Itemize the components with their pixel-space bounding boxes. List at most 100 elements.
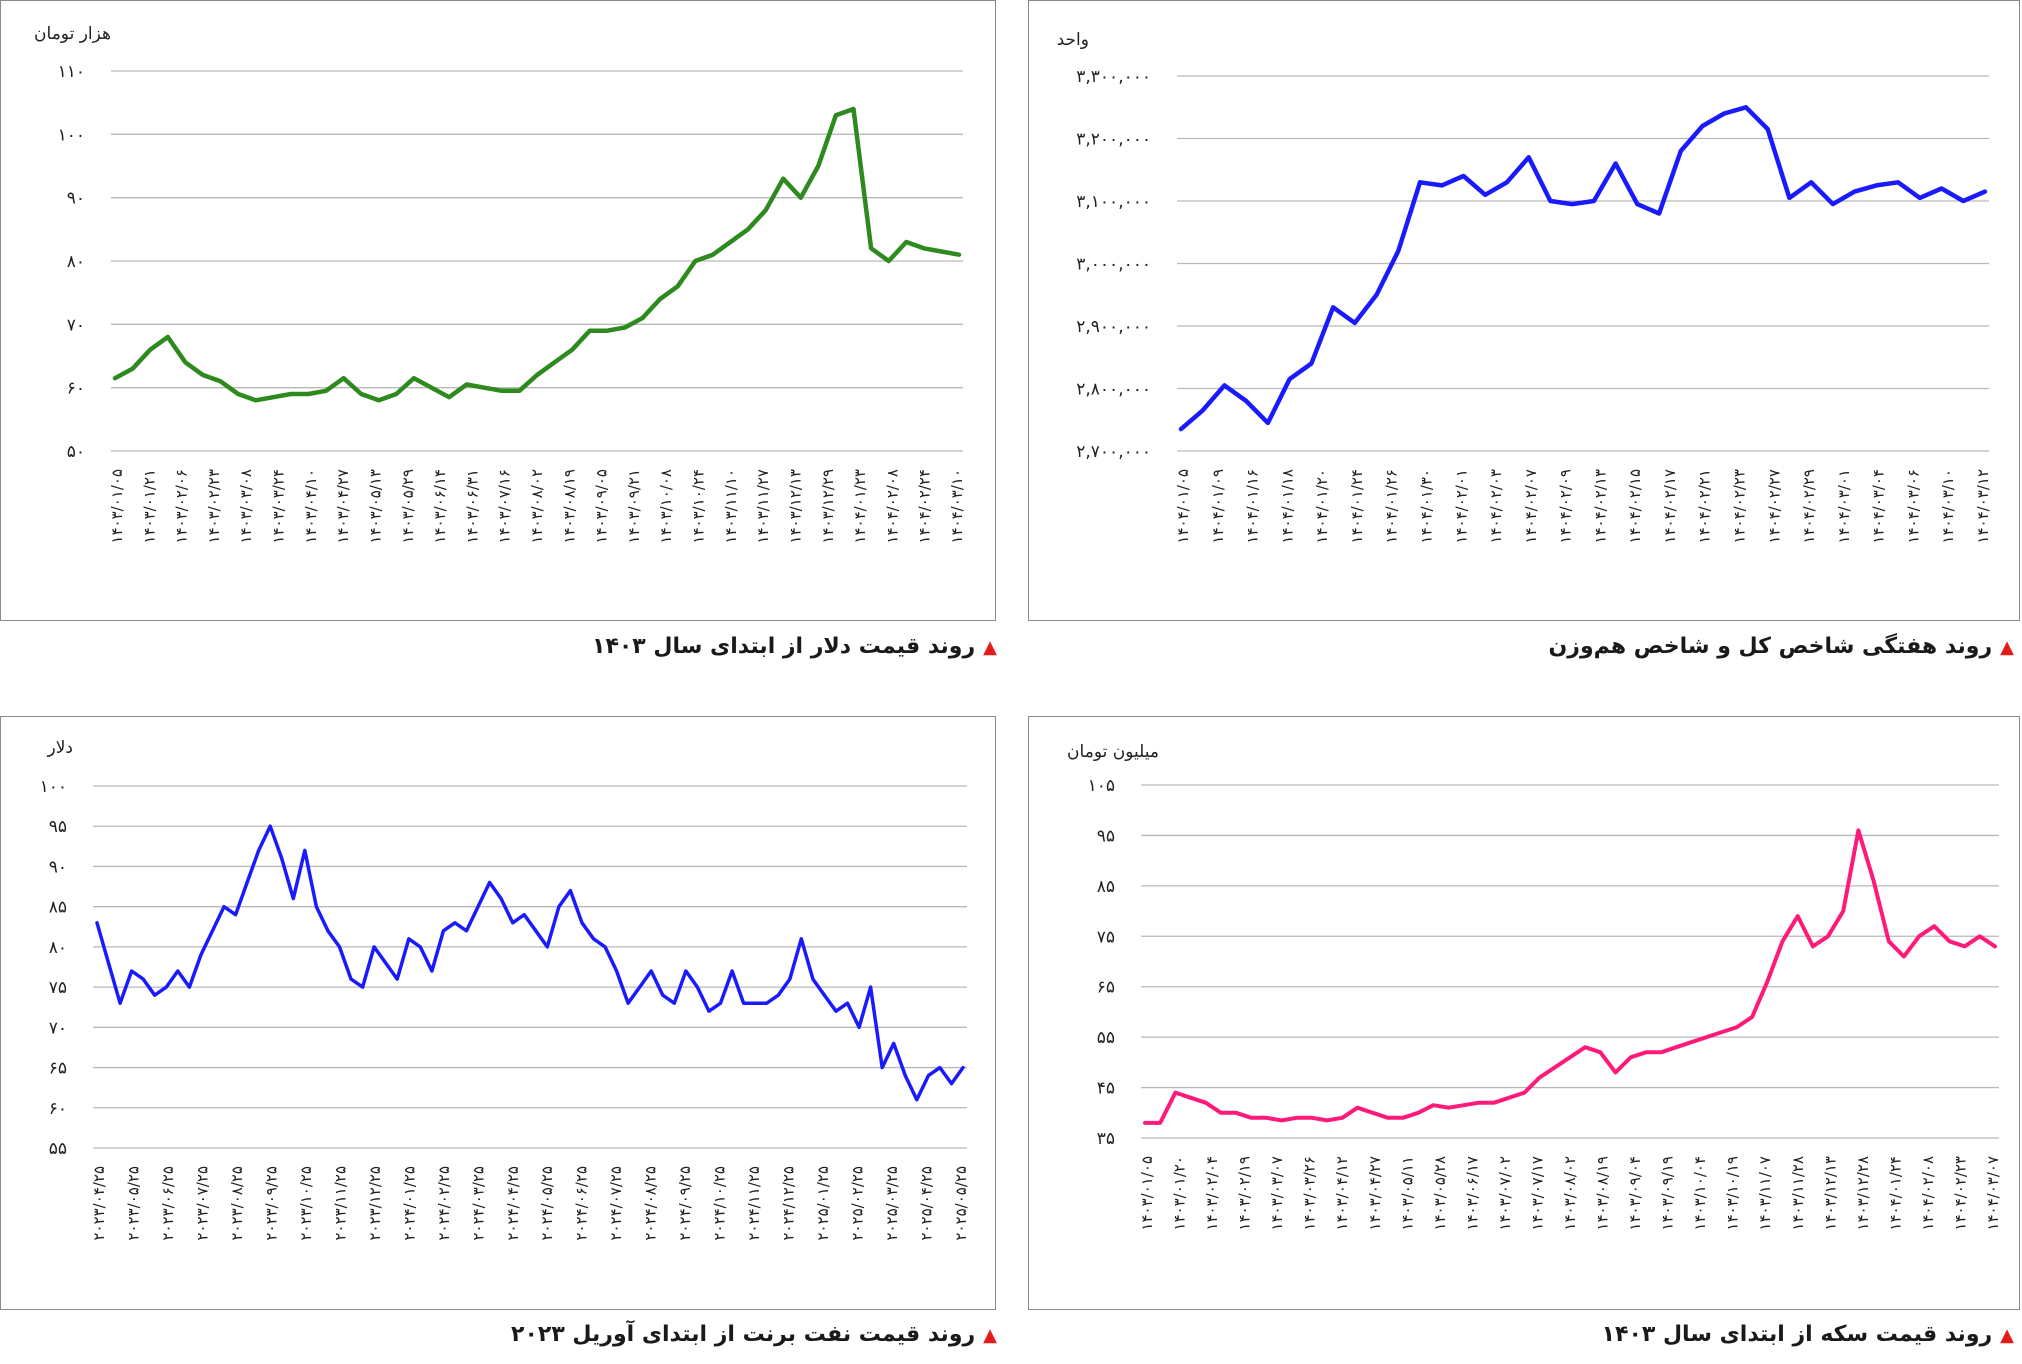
x-tick-label: ۲۰۲۵/۰۳/۲۵ bbox=[883, 1166, 901, 1241]
y-tick-label: ۵۰ bbox=[67, 442, 85, 462]
x-tick-label: ۲۰۲۴/۱۰/۲۵ bbox=[711, 1166, 729, 1241]
x-tick-label: ۱۴۰۴/۰۱/۲۳ bbox=[851, 469, 869, 544]
x-tick-label: ۱۴۰۴/۰۲/۱۳ bbox=[1591, 469, 1609, 544]
x-tick-label: ۱۴۰۴/۰۱/۰۹ bbox=[1209, 469, 1227, 544]
x-tick-label: ۲۰۲۴/۰۵/۲۵ bbox=[538, 1166, 556, 1241]
y-tick-label: ۲,۹۰۰,۰۰۰ bbox=[1076, 317, 1151, 337]
x-tick-label: ۲۰۲۴/۱۱/۲۵ bbox=[745, 1166, 763, 1241]
x-tick-label: ۱۴۰۳/۰۱/۰۵ bbox=[108, 469, 126, 544]
y-tick-label: ۹۵ bbox=[1097, 826, 1115, 846]
x-tick-label: ۱۴۰۴/۰۱/۲۴ bbox=[1886, 1156, 1904, 1231]
x-tick-label: ۱۴۰۴/۰۲/۰۳ bbox=[1487, 469, 1505, 544]
y-axis-unit-label: دلار bbox=[47, 738, 73, 758]
x-tick-label: ۱۴۰۳/۱۲/۱۳ bbox=[786, 469, 804, 544]
x-tick-label: ۲۰۲۳/۰۹/۲۵ bbox=[262, 1166, 280, 1241]
x-tick-label: ۱۴۰۴/۰۳/۰۱ bbox=[1835, 469, 1853, 544]
index-caption: ▲ روند هفتگی شاخص کل و شاخص هم‌وزن bbox=[1549, 634, 2015, 659]
x-tick-label: ۱۴۰۴/۰۲/۰۷ bbox=[1522, 469, 1540, 544]
x-tick-label: ۱۴۰۴/۰۲/۲۴ bbox=[916, 469, 934, 544]
x-tick-label: ۱۴۰۳/۰۴/۱۲ bbox=[1333, 1156, 1351, 1231]
x-tick-label: ۲۰۲۴/۰۱/۲۵ bbox=[400, 1166, 418, 1241]
x-tick-label: ۱۴۰۴/۰۳/۱۰ bbox=[1939, 469, 1957, 544]
x-tick-label: ۱۴۰۳/۰۹/۰۵ bbox=[593, 469, 611, 544]
y-tick-label: ۹۰ bbox=[49, 857, 67, 877]
x-tick-label: ۱۴۰۴/۰۲/۲۱ bbox=[1696, 469, 1714, 544]
x-tick-label: ۲۰۲۳/۰۸/۲۵ bbox=[228, 1166, 246, 1241]
x-tick-label: ۱۴۰۴/۰۲/۲۳ bbox=[1951, 1156, 1969, 1231]
y-tick-label: ۶۰ bbox=[67, 379, 85, 399]
dollar-caption: ▲ روند قیمت دلار از ابتدای سال ۱۴۰۳ bbox=[592, 634, 997, 659]
dollar-caption-text: روند قیمت دلار از ابتدای سال ۱۴۰۳ bbox=[592, 634, 976, 659]
x-tick-label: ۲۰۲۴/۰۳/۲۵ bbox=[469, 1166, 487, 1241]
x-tick-label: ۱۴۰۳/۰۶/۳۱ bbox=[463, 469, 481, 544]
x-tick-label: ۲۰۲۳/۰۶/۲۵ bbox=[159, 1166, 177, 1241]
x-tick-label: ۲۰۲۳/۰۴/۲۵ bbox=[90, 1166, 108, 1241]
y-tick-label: ۱۰۰ bbox=[40, 777, 67, 797]
x-tick-label: ۱۴۰۴/۰۳/۱۰ bbox=[948, 469, 966, 544]
x-tick-label: ۱۴۰۳/۰۴/۲۷ bbox=[1366, 1156, 1384, 1231]
y-tick-label: ۴۵ bbox=[1097, 1079, 1115, 1099]
x-tick-label: ۱۴۰۳/۰۲/۲۳ bbox=[205, 469, 223, 544]
y-tick-label: ۶۵ bbox=[49, 1059, 67, 1079]
series-line bbox=[112, 106, 962, 403]
x-tick-label: ۱۴۰۳/۱۱/۲۸ bbox=[1789, 1156, 1807, 1231]
triangle-bullet-icon: ▲ bbox=[2000, 637, 2014, 658]
x-tick-label: ۱۴۰۴/۰۳/۰۴ bbox=[1870, 469, 1888, 544]
x-tick-label: ۱۴۰۳/۰۳/۲۴ bbox=[270, 469, 288, 544]
x-tick-label: ۱۴۰۳/۱۱/۱۰ bbox=[722, 469, 740, 544]
y-tick-label: ۳,۱۰۰,۰۰۰ bbox=[1076, 192, 1151, 212]
y-tick-label: ۱۱۰ bbox=[58, 62, 85, 82]
x-tick-label: ۱۴۰۳/۰۲/۱۹ bbox=[1236, 1156, 1254, 1231]
y-tick-label: ۳,۲۰۰,۰۰۰ bbox=[1076, 130, 1151, 150]
y-tick-label: ۹۰ bbox=[67, 189, 85, 209]
x-tick-label: ۲۰۲۵/۰۱/۲۵ bbox=[814, 1166, 832, 1241]
x-tick-label: ۱۴۰۳/۰۶/۱۷ bbox=[1463, 1156, 1481, 1231]
y-tick-label: ۶۰ bbox=[49, 1099, 67, 1119]
index-caption-text: روند هفتگی شاخص کل و شاخص هم‌وزن bbox=[1548, 634, 1993, 659]
x-tick-label: ۱۴۰۳/۰۷/۱۶ bbox=[496, 469, 514, 544]
x-tick-label: ۱۴۰۴/۰۱/۲۶ bbox=[1383, 469, 1401, 544]
x-tick-label: ۲۰۲۵/۰۵/۲۵ bbox=[952, 1166, 970, 1241]
x-tick-label: ۱۴۰۳/۱۲/۲۹ bbox=[819, 469, 837, 544]
y-axis-unit-label: میلیون تومان bbox=[1067, 742, 1159, 762]
y-tick-label: ۲,۸۰۰,۰۰۰ bbox=[1076, 380, 1151, 400]
triangle-bullet-icon: ▲ bbox=[2000, 1325, 2014, 1346]
x-tick-label: ۱۴۰۴/۰۲/۲۷ bbox=[1765, 469, 1783, 544]
x-tick-label: ۱۴۰۴/۰۲/۲۳ bbox=[1731, 469, 1749, 544]
x-tick-label: ۲۰۲۴/۱۲/۲۵ bbox=[780, 1166, 798, 1241]
x-tick-label: ۲۰۲۴/۰۶/۲۵ bbox=[573, 1166, 591, 1241]
x-tick-label: ۲۰۲۵/۰۴/۲۵ bbox=[918, 1166, 936, 1241]
coin-caption: ▲ روند قیمت سکه از ابتدای سال ۱۴۰۳ bbox=[1602, 1322, 2014, 1347]
x-tick-label: ۲۰۲۳/۱۰/۲۵ bbox=[297, 1166, 315, 1241]
y-tick-label: ۶۵ bbox=[1097, 978, 1115, 998]
y-tick-label: ۹۵ bbox=[49, 817, 67, 837]
x-tick-label: ۱۴۰۳/۱۰/۰۸ bbox=[657, 469, 675, 544]
x-tick-label: ۱۴۰۴/۰۲/۱۵ bbox=[1626, 469, 1644, 544]
x-tick-label: ۱۴۰۳/۱۰/۲۴ bbox=[690, 469, 708, 544]
x-tick-label: ۱۴۰۴/۰۱/۰۵ bbox=[1174, 469, 1192, 544]
x-tick-label: ۱۴۰۳/۰۵/۲۸ bbox=[1431, 1156, 1449, 1231]
x-tick-label: ۱۴۰۳/۰۸/۰۲ bbox=[1561, 1156, 1579, 1231]
x-tick-label: ۱۴۰۴/۰۳/۰۷ bbox=[1984, 1156, 2002, 1231]
x-tick-label: ۱۴۰۴/۰۱/۱۶ bbox=[1244, 469, 1262, 544]
x-tick-label: ۲۰۲۳/۰۵/۲۵ bbox=[124, 1166, 142, 1241]
brent-chart-panel: دلار ۵۵ ۶۰ ۶۵ ۷۰ ۷۵ ۸۰ ۸۵ ۹۰ ۹۵ ۱۰۰ ۲۰۲۳/۰۴/۲۵ ۲۰۲۳/… bbox=[0, 716, 996, 1310]
y-tick-label: ۷۵ bbox=[49, 978, 67, 998]
x-tick-label: ۱۴۰۳/۰۱/۰۵ bbox=[1138, 1156, 1156, 1231]
y-tick-label: ۵۵ bbox=[1097, 1028, 1115, 1048]
x-tick-label: ۱۴۰۴/۰۳/۰۶ bbox=[1904, 469, 1922, 544]
x-tick-label: ۲۰۲۴/۰۲/۲۵ bbox=[435, 1166, 453, 1241]
y-tick-label: ۵۵ bbox=[49, 1139, 67, 1159]
y-tick-label: ۷۰ bbox=[67, 315, 85, 335]
brent-line-chart: دلار ۵۵ ۶۰ ۶۵ ۷۰ ۷۵ ۸۰ ۸۵ ۹۰ ۹۵ ۱۰۰ ۲۰۲۳/۰۴/۲۵ ۲۰۲۳/… bbox=[40, 738, 970, 1241]
x-tick-label: ۱۴۰۴/۰۱/۳۰ bbox=[1417, 469, 1435, 544]
x-tick-label: ۱۴۰۴/۰۱/۱۸ bbox=[1278, 469, 1296, 544]
y-axis-unit-label: واحد bbox=[1057, 30, 1089, 50]
brent-caption: ▲ روند قیمت نفت برنت از ابتدای آوریل ۲۰۲۳ bbox=[511, 1322, 997, 1347]
x-tick-label: ۱۴۰۳/۰۵/۱۱ bbox=[1398, 1156, 1416, 1231]
y-tick-label: ۷۵ bbox=[1097, 927, 1115, 947]
x-tick-label: ۱۴۰۴/۰۲/۰۸ bbox=[1919, 1156, 1937, 1231]
y-tick-label: ۸۰ bbox=[49, 938, 67, 958]
y-tick-label: ۳۵ bbox=[1097, 1129, 1115, 1149]
x-tick-label: ۱۴۰۳/۰۸/۰۲ bbox=[528, 469, 546, 544]
